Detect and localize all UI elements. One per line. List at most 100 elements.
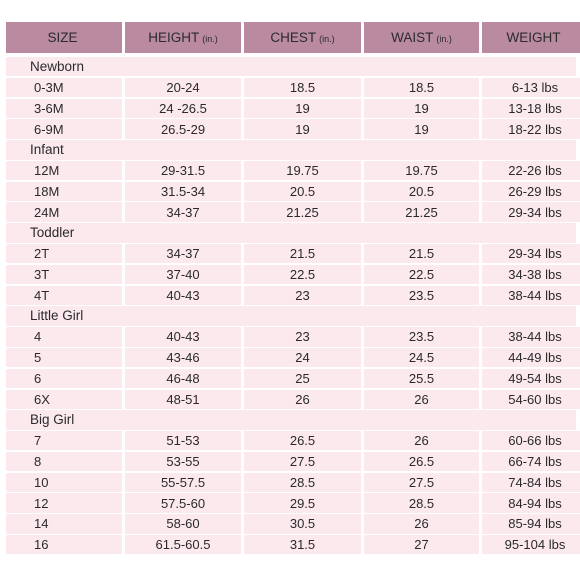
group-heading: Big Girl [6,410,576,430]
header-label: SIZE [47,30,78,45]
header-weight: WEIGHT [482,22,580,53]
chest-cell: 20.5 [244,181,361,202]
weight-cell: 49-54 lbs [482,368,580,389]
table-row: 6-9M 26.5-29 19 19 18-22 lbs [6,119,580,139]
height-cell: 53-55 [125,451,241,472]
chest-cell: 28.5 [244,472,361,493]
weight-cell: 44-49 lbs [482,347,580,368]
header-unit: (in.) [436,33,452,44]
height-cell: 58-60 [125,514,241,534]
size-cell: 3-6M [6,98,122,118]
waist-cell: 23.5 [364,327,479,347]
table-row: 18M 31.5-34 20.5 20.5 26-29 lbs [6,181,580,202]
size-cell: 3T [6,264,122,285]
group-label: Toddler [30,225,75,241]
size-chart: SIZE HEIGHT (in.) CHEST (in.) WAIST (in.) W… [6,22,580,556]
waist-cell: 23.5 [364,285,479,305]
height-cell: 34-37 [125,202,241,222]
weight-cell: 6-13 lbs [482,77,580,98]
chest-cell: 29.5 [244,493,361,513]
size-cell: 5 [6,347,122,368]
height-cell: 34-37 [125,244,241,264]
weight-cell: 38-44 lbs [482,327,580,347]
weight-cell: 29-34 lbs [482,202,580,222]
waist-cell: 24.5 [364,347,479,368]
size-cell: 2T [6,244,122,264]
waist-cell: 18.5 [364,77,479,98]
size-cell: 6-9M [6,119,122,139]
table-row: 16 61.5-60.5 31.5 27 95-104 lbs [6,534,580,555]
weight-cell: 95-104 lbs [482,534,580,555]
height-cell: 43-46 [125,347,241,368]
group-heading: Infant [6,140,576,160]
waist-cell: 20.5 [364,181,479,202]
height-cell: 37-40 [125,264,241,285]
chest-cell: 23 [244,327,361,347]
weight-cell: 60-66 lbs [482,431,580,451]
header-unit: (in.) [319,33,335,44]
chest-cell: 26 [244,389,361,409]
table-row: 8 53-55 27.5 26.5 66-74 lbs [6,451,580,472]
table-row: 4 40-43 23 23.5 38-44 lbs [6,327,580,347]
table-body: Newborn 0-3M 20-24 18.5 18.5 6-13 lbs 3-6M 24 -… [6,57,580,555]
size-cell: 8 [6,451,122,472]
weight-cell: 54-60 lbs [482,389,580,409]
waist-cell: 19.75 [364,160,479,181]
group-label: Newborn [30,59,85,74]
waist-cell: 26 [364,389,479,409]
waist-cell: 26 [364,431,479,451]
chest-cell: 30.5 [244,514,361,534]
table-row: 12M 29-31.5 19.75 19.75 22-26 lbs [6,160,580,181]
header-row: SIZE HEIGHT (in.) CHEST (in.) WAIST (in.) W… [6,22,580,53]
waist-cell: 27 [364,534,479,555]
height-cell: 40-43 [125,327,241,347]
chest-cell: 26.5 [244,431,361,451]
size-cell: 10 [6,472,122,493]
chest-cell: 21.25 [244,202,361,222]
header-size: SIZE [6,22,122,53]
table-row: 0-3M 20-24 18.5 18.5 6-13 lbs [6,77,580,98]
weight-cell: 34-38 lbs [482,264,580,285]
weight-cell: 85-94 lbs [482,514,580,534]
height-cell: 51-53 [125,431,241,451]
group-label: Infant [30,142,64,158]
chest-cell: 21.5 [244,244,361,264]
size-cell: 7 [6,431,122,451]
size-cell: 6 [6,368,122,389]
chest-cell: 19 [244,119,361,139]
height-cell: 26.5-29 [125,119,241,139]
size-cell: 14 [6,514,122,534]
table-row: 6X 48-51 26 26 54-60 lbs [6,389,580,409]
weight-cell: 38-44 lbs [482,285,580,305]
table-row: 14 58-60 30.5 26 85-94 lbs [6,514,580,534]
header-unit: (in.) [202,33,218,44]
table-row: 10 55-57.5 28.5 27.5 74-84 lbs [6,472,580,493]
size-cell: 12 [6,493,122,513]
header-label: WAIST [391,30,434,45]
header-label: HEIGHT [148,30,200,45]
height-cell: 57.5-60 [125,493,241,513]
waist-cell: 25.5 [364,368,479,389]
waist-cell: 26.5 [364,451,479,472]
size-cell: 0-3M [6,77,122,98]
waist-cell: 28.5 [364,493,479,513]
waist-cell: 21.25 [364,202,479,222]
header-label: CHEST [270,30,317,45]
waist-cell: 19 [364,119,479,139]
size-cell: 18M [6,181,122,202]
size-cell: 4 [6,327,122,347]
height-cell: 48-51 [125,389,241,409]
table-row: 6 46-48 25 25.5 49-54 lbs [6,368,580,389]
height-cell: 31.5-34 [125,181,241,202]
weight-cell: 18-22 lbs [482,119,580,139]
chest-cell: 27.5 [244,451,361,472]
table-row: 24M 34-37 21.25 21.25 29-34 lbs [6,202,580,222]
chest-cell: 22.5 [244,264,361,285]
height-cell: 20-24 [125,77,241,98]
size-cell: 4T [6,285,122,305]
weight-cell: 29-34 lbs [482,244,580,264]
table-row: 4T 40-43 23 23.5 38-44 lbs [6,285,580,305]
waist-cell: 19 [364,98,479,118]
size-cell: 24M [6,202,122,222]
height-cell: 29-31.5 [125,160,241,181]
